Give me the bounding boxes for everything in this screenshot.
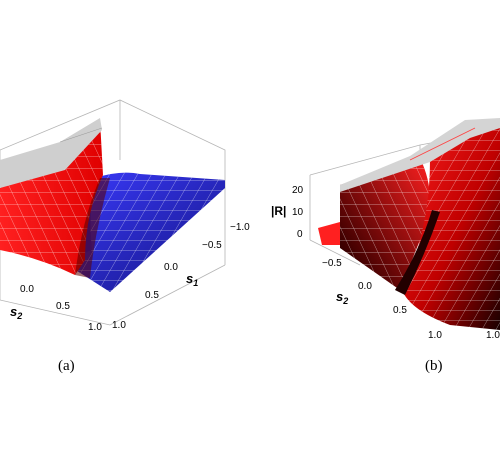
panel-b-left-plateau <box>318 222 342 245</box>
z-tick-1: 10 <box>292 207 304 218</box>
panel-a-s2-ticks: 0.0 0.5 1.0 <box>20 284 102 333</box>
panel-b-caption: (b) <box>425 358 443 374</box>
panel-a-s1-ticks: −1.0 −0.5 0.0 0.5 1.0 <box>112 222 250 331</box>
s1-tick-1: −0.5 <box>202 240 222 251</box>
panel-b-s2-label: s2 <box>336 289 348 306</box>
z-tick-2: 0 <box>297 229 303 240</box>
panel-a-ridge <box>0 118 102 188</box>
s1-tick-2: 0.0 <box>164 262 178 273</box>
panel-a-s2-label: s2 <box>10 304 22 321</box>
panel-a-box <box>0 99 226 326</box>
panel-b-z-ticks: 20 10 0 <box>292 185 304 240</box>
z-tick-0: 20 <box>292 185 304 196</box>
panel-b-z-label: |R| <box>271 204 286 218</box>
s2-tick-1: 0.5 <box>56 301 70 312</box>
b-s2-tick-0: −0.5 <box>322 258 342 269</box>
b-s2-tick-3: 1.0 <box>428 330 442 341</box>
panel-b: |R| 20 10 0 −0.5 0.0 0.5 1.0 s2 1.0 (b) <box>271 118 500 374</box>
b-s2-tick-1: 0.0 <box>358 281 372 292</box>
panel-b-extra-tick: 1.0 <box>486 330 500 341</box>
s2-tick-2: 1.0 <box>88 322 102 333</box>
s1-tick-0: −1.0 <box>230 222 250 233</box>
s2-tick-0: 0.0 <box>20 284 34 295</box>
panel-a-caption: (a) <box>58 358 75 374</box>
s1-tick-4: 1.0 <box>112 320 126 331</box>
b-s2-tick-2: 0.5 <box>393 305 407 316</box>
panel-b-valley <box>395 210 440 295</box>
s1-tick-3: 0.5 <box>145 290 159 301</box>
panel-a: −1.0 −0.5 0.0 0.5 1.0 s1 0.0 0.5 1.0 s2 … <box>0 99 250 374</box>
panel-b-s2-ticks: −0.5 0.0 0.5 1.0 <box>322 258 442 341</box>
panel-a-s1-label: s1 <box>186 271 198 288</box>
